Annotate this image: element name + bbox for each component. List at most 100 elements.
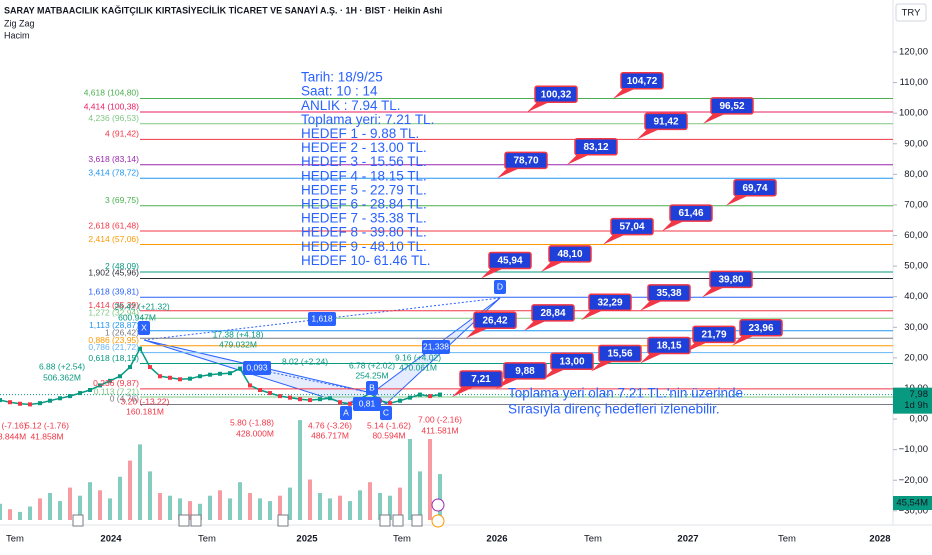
candle [158,374,162,379]
fib-label: 1,902 (45,96) [88,268,139,278]
target-pointer [702,285,724,298]
target-label: 57,04 [619,222,644,233]
volume-bar [0,503,2,520]
volume-bar [98,490,102,520]
candle [128,365,132,370]
zigzag-label: 8.844M [0,431,26,441]
target-pointer [662,219,684,232]
ratio-box [243,361,271,375]
dividend-icon[interactable] [431,514,445,528]
target-pointer [637,127,659,140]
earnings-icon[interactable] [72,514,84,527]
zigzag-label: 486.717M [311,430,349,440]
y-tick-label: 30,00 [904,322,928,333]
candle [28,402,32,407]
ratio-box [308,312,336,326]
note: Toplama yeri olan 7.21 TL.'nin üzerinde [508,386,743,401]
candle [408,395,412,400]
candle [248,383,252,388]
volume-bar [108,498,112,520]
y-tick-label: 50,00 [904,261,928,272]
fib-label: 4,618 (104,80) [84,88,139,98]
target-pointer [541,259,563,272]
indicator: Hacim [4,30,30,40]
candle [108,378,112,383]
info-line: HEDEF 5 - 22.79 TL. [301,182,427,197]
zigzag-label: 5.12 (-1.76) [25,420,69,430]
target-label: 28,84 [540,308,565,319]
earnings-icon[interactable] [392,514,404,527]
target-box [488,251,532,270]
target-box [620,71,664,90]
volume-tag-label: 45,54M [896,498,928,509]
candle [0,398,2,403]
currency[interactable]: TRY [902,8,921,19]
pattern-point: X [141,322,147,332]
earnings-icon[interactable] [190,514,202,527]
zigzag-label: 506.362M [43,372,81,382]
pattern-point-box [138,321,150,335]
target-box [692,325,736,344]
volume-bar [38,498,42,520]
volume-bar [8,509,12,520]
zigzag-label: 41.858M [30,431,63,441]
candle [438,392,442,397]
volume-bar [398,487,402,520]
fib-label: 4 (91,42) [105,129,139,139]
target-label: 7,21 [471,374,491,385]
target-box [669,204,713,222]
target-label: 32,29 [597,297,622,308]
candle [348,401,352,406]
volume-bar [308,479,312,520]
volume-bar [58,501,62,520]
earnings-icon[interactable] [411,514,423,527]
candle [258,388,262,392]
zigzag-label: 26.42 (+21.32) [114,301,170,311]
x-tick-label: 2025 [296,534,318,545]
target-label: 83,12 [583,142,608,153]
pattern-point-box [380,406,392,420]
target-label: 48,10 [557,249,582,260]
target-label: 45,94 [497,256,522,267]
volume-bar [218,490,222,520]
volume-bar [358,490,362,520]
volume-bar [248,493,252,520]
target-box [733,178,777,197]
candle [198,374,202,379]
candle [178,377,182,382]
zigzag-label: 5.80 (-1.88) [230,417,274,427]
candle [188,376,192,381]
fib-label: 4,414 (100,38) [84,101,139,111]
zigzag-label: 7.00 (-2.16) [418,414,462,424]
volume-bar [18,511,22,520]
candle [8,400,12,405]
candle [118,374,122,379]
split-icon[interactable] [431,498,445,512]
target-pointer [567,152,589,165]
zigzag-label: 6.78 (+2.02) [349,360,395,370]
volume-tag [893,496,932,510]
candle [328,396,332,401]
volume-bar [418,471,422,520]
y-tick-label: 40,00 [904,291,928,302]
candle [288,395,292,400]
volume-bar [28,506,32,520]
y-tick-label: 70,00 [904,199,928,210]
currency-button[interactable] [895,3,927,22]
candle [428,394,432,399]
pattern-point-box [340,406,352,420]
earnings-icon[interactable] [178,514,190,527]
target-box [710,97,754,115]
y-tick-label: 100,00 [899,108,928,119]
x-tick-label: Tem [198,534,216,545]
earnings-icon[interactable] [277,514,289,527]
earnings-icon[interactable] [379,514,391,527]
target-pointer [543,367,565,380]
info-line: Tarih: 18/9/25 [301,70,383,85]
target-label: 9,88 [515,366,535,377]
x-tick-label: Tem [778,534,796,545]
volume-bar [48,493,52,520]
candle [308,398,312,403]
fib-label: 0,236 (9,87) [93,378,139,388]
